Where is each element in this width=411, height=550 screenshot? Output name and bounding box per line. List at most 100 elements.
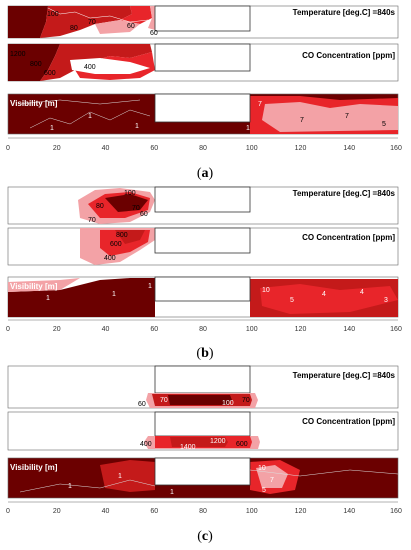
x-tick-b-4: 80 [199,326,207,333]
co-contour-b-1: 600 [110,241,122,248]
x-tick-c-0: 0 [6,508,10,515]
visibility-label-a: Visibility [m] [10,99,58,108]
x-tick-b-1: 20 [53,326,61,333]
visibility-strip-b: Visibility [m] 1 1 1 10 5 4 4 3 [7,276,399,318]
temp-contour-c-0: 60 [138,401,146,408]
temp-contour-b-4: 60 [140,211,148,218]
vis-contour-c-1: 1 [118,473,122,480]
visibility-label-c: Visibility [m] [10,463,58,472]
x-tick-c-1: 20 [53,508,61,515]
panel-b: 100 80 70 70 60 Temperature [deg.C] =840… [6,186,402,361]
vis-contour-a-1: 1 [88,113,92,120]
caption-a: (a) [197,166,214,181]
co-contour-a-3: 400 [84,64,96,71]
co-contour-b-2: 400 [104,255,116,262]
x-tick-b-2: 40 [102,326,110,333]
x-tick-b-5: 100 [246,326,258,333]
temperature-strip-c: 60 70 100 70 Temperature [deg.C] =840s [7,365,399,409]
x-tick-a-5: 100 [246,145,258,152]
co-contour-c-2: 1200 [210,438,226,445]
co-strip-c: 400 1400 1200 600 CO Concentration [ppm] [7,411,399,451]
temperature-strip-a: 100 80 70 60 60 Temperature [deg.C] =840… [7,5,399,39]
x-axis-b: 0 20 40 60 80 100 120 140 160 [6,319,402,333]
x-tick-c-2: 40 [102,508,110,515]
vis-contour-b-5: 4 [322,291,326,298]
x-tick-a-1: 20 [53,145,61,152]
temp-contour-a-0: 100 [47,11,59,18]
x-tick-c-5: 100 [246,508,258,515]
x-tick-b-6: 120 [295,326,307,333]
vis-contour-b-4: 5 [290,297,294,304]
vis-contour-a-0: 1 [50,125,54,132]
vis-contour-a-3: 1 [246,125,250,132]
temp-contour-b-2: 70 [88,217,96,224]
vis-contour-c-5: 5 [262,487,266,494]
co-contour-a-2: 600 [44,70,56,77]
caption-c: (c) [197,529,213,544]
x-tick-b-3: 60 [150,326,158,333]
vis-contour-b-2: 1 [148,283,152,290]
temp-contour-b-1: 80 [96,203,104,210]
x-axis-a: 0 20 40 60 80 100 120 140 160 [6,137,402,152]
co-contour-c-3: 600 [236,441,248,448]
x-tick-a-3: 60 [150,145,158,152]
temperature-label-c: Temperature [deg.C] =840s [293,371,396,380]
temp-contour-a-3: 60 [127,23,135,30]
x-tick-b-8: 160 [390,326,402,333]
co-contour-a-1: 800 [30,61,42,68]
vis-contour-c-2: 1 [170,489,174,496]
visibility-strip-c: Visibility [m] 1 1 1 10 7 5 [7,457,399,499]
x-tick-a-7: 140 [343,145,355,152]
x-tick-a-0: 0 [6,145,10,152]
x-tick-a-2: 40 [102,145,110,152]
co-label-a: CO Concentration [ppm] [302,51,395,60]
temp-contour-c-3: 70 [242,397,250,404]
temperature-strip-b: 100 80 70 70 60 Temperature [deg.C] =840… [7,186,399,225]
x-tick-a-6: 120 [295,145,307,152]
co-label-c: CO Concentration [ppm] [302,417,395,426]
temperature-label-b: Temperature [deg.C] =840s [293,189,396,198]
x-tick-c-7: 140 [343,508,355,515]
vis-contour-b-7: 3 [384,297,388,304]
temp-contour-a-4: 60 [150,30,158,37]
x-tick-a-8: 160 [390,145,402,152]
co-contour-c-0: 400 [140,441,152,448]
vis-contour-c-3: 10 [258,465,266,472]
co-strip-a: 1200 800 600 400 CO Concentration [ppm] [7,43,399,82]
x-tick-c-8: 160 [390,508,402,515]
x-tick-c-4: 80 [199,508,207,515]
vis-contour-c-0: 1 [68,483,72,490]
vis-contour-c-4: 7 [270,477,274,484]
visibility-strip-a: Visibility [m] 1 1 1 1 7 7 7 5 [7,93,399,135]
caption-b: (b) [196,346,213,361]
temp-contour-a-1: 80 [70,25,78,32]
temp-contour-c-2: 100 [222,400,234,407]
x-tick-c-6: 120 [295,508,307,515]
temp-contour-c-1: 70 [160,397,168,404]
vis-contour-a-6: 7 [345,113,349,120]
co-contour-c-1: 1400 [180,444,196,451]
vis-contour-a-4: 7 [258,101,262,108]
co-strip-b: 800 600 400 CO Concentration [ppm] [7,227,399,266]
panel-c: 60 70 100 70 Temperature [deg.C] =840s 4… [6,365,402,544]
temperature-label-a: Temperature [deg.C] =840s [293,8,396,17]
x-tick-b-7: 140 [343,326,355,333]
vis-contour-a-7: 5 [382,121,386,128]
vis-contour-b-1: 1 [112,291,116,298]
temp-contour-b-3: 70 [132,205,140,212]
co-contour-a-0: 1200 [10,51,26,58]
vis-contour-a-2: 1 [135,123,139,130]
x-tick-a-4: 80 [199,145,207,152]
vis-contour-b-0: 1 [46,295,50,302]
panel-a: 100 80 70 60 60 Temperature [deg.C] =840… [6,5,402,181]
x-tick-b-0: 0 [6,326,10,333]
temp-contour-b-0: 100 [124,190,136,197]
vis-contour-a-5: 7 [300,117,304,124]
co-contour-b-0: 800 [116,232,128,239]
vis-contour-b-3: 10 [262,287,270,294]
co-label-b: CO Concentration [ppm] [302,233,395,242]
x-axis-c: 0 20 40 60 80 100 120 140 160 [6,501,402,515]
visibility-label-b: Visibility [m] [10,282,58,291]
temp-contour-a-2: 70 [88,19,96,26]
